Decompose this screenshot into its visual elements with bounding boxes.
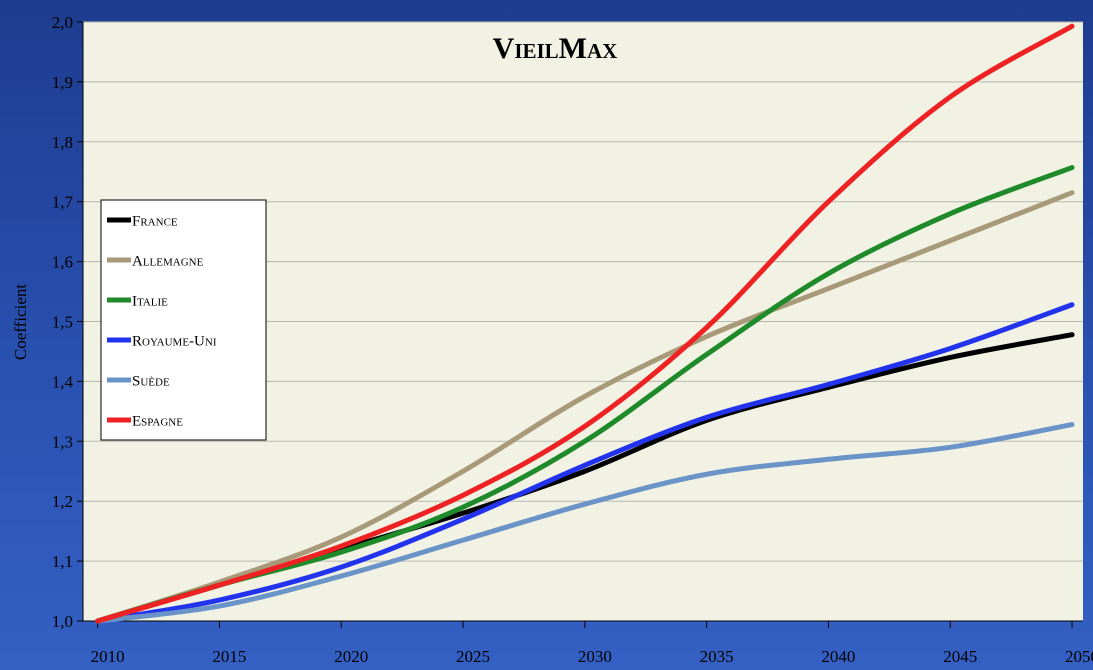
x-tick-label: 2015 [212,647,246,666]
y-tick-label: 1,9 [52,73,73,92]
x-tick-label: 2050 [1065,647,1093,666]
legend-box [100,199,267,441]
y-tick-label: 1,7 [52,193,74,212]
chart-title: VieilMax [493,32,618,65]
y-tick-label: 1,8 [52,133,73,152]
y-tick-label: 1,0 [52,612,73,631]
legend-label: Italie [132,293,168,309]
x-tick-label: 2020 [334,647,368,666]
legend-label: Royaume-Uni [132,333,217,349]
series-line [95,302,1075,624]
series-line [95,190,1075,624]
y-tick-label: 1,5 [52,313,73,332]
y-tick-label: 1,6 [52,253,73,272]
x-tick-label: 2040 [821,647,855,666]
x-tick-label: 2010 [91,647,125,666]
legend-label: Espagne [132,413,183,429]
x-tick-label: 2035 [700,647,734,666]
legend-label: France [132,213,178,229]
legend-label: Suède [132,373,170,389]
y-axis-label: Coefficient [11,284,30,360]
legend-label: Allemagne [132,253,204,269]
x-tick-label: 2030 [578,647,612,666]
y-tick-label: 1,3 [52,432,73,451]
series-line [95,422,1075,624]
y-tick-label: 1,4 [52,372,74,391]
x-tick-label: 2025 [456,647,490,666]
series-line [95,23,1075,624]
x-tick-label: 2045 [943,647,977,666]
y-tick-label: 1,2 [52,492,73,511]
y-tick-label: 2,0 [52,13,73,32]
y-tick-label: 1,1 [52,552,73,571]
